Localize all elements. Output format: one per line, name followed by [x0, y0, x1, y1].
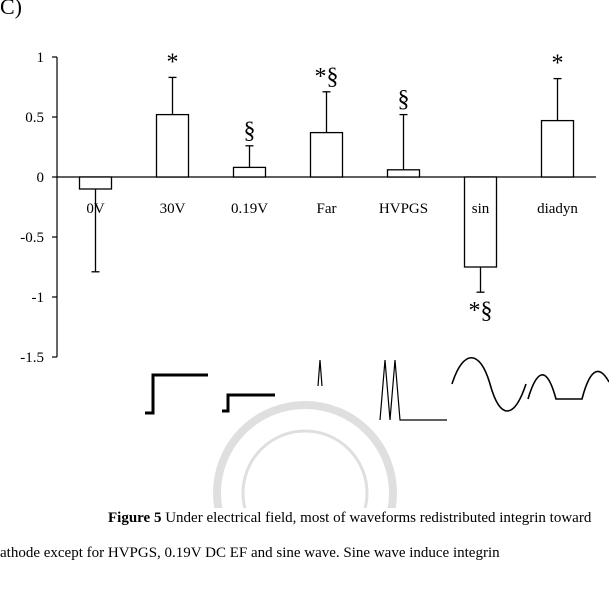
x-tick-label: HVPGS: [379, 201, 428, 217]
significance-marker: *: [552, 51, 564, 77]
bar-30V: [155, 113, 190, 178]
bar-diadyn: [540, 119, 575, 178]
bar-0.19V: [232, 166, 267, 178]
step-dc-30v-icon: [145, 373, 208, 415]
panel-label: C): [0, 0, 22, 19]
x-tick-label: diadyn: [537, 201, 578, 217]
step-dc-0.19v-icon: [222, 393, 275, 413]
twin-spike-hvpgs-icon: [379, 359, 447, 421]
university-seal-watermark: [213, 401, 397, 508]
y-tick-label: -1: [32, 290, 45, 306]
y-tick-label: 1: [37, 50, 45, 66]
y-tick-label: 0.5: [25, 110, 44, 126]
x-tick-label: 30V: [160, 201, 186, 217]
caption-text-1: Under electrical field, most of waveform…: [161, 510, 592, 526]
y-axis: 1 0.5 0 -0.5 -1 -1.5: [20, 50, 596, 366]
waveform-icons: [145, 356, 609, 421]
y-tick-label: -1.5: [20, 350, 44, 366]
y-tick-label: 0: [37, 170, 45, 186]
single-spike-far-icon: [317, 359, 323, 387]
bar-HVPGS: [386, 169, 421, 178]
x-tick-label: 0.19V: [231, 201, 268, 217]
bar-sin: [463, 176, 498, 268]
caption-line-2: athode except for HVPGS, 0.19V DC EF and…: [0, 545, 500, 561]
bars: 0V 30V * 0.19V § Far *§ HVPGS § sin *§ diadyn *: [78, 49, 578, 324]
significance-marker: §: [244, 118, 256, 144]
x-tick-label: Far: [317, 201, 337, 217]
significance-marker: *§: [315, 64, 339, 90]
bar-Far: [309, 131, 344, 178]
caption-line-1: Figure 5 Under electrical field, most of…: [108, 510, 591, 527]
significance-marker: *: [167, 49, 179, 75]
x-tick-label: 0V: [86, 201, 105, 217]
bar-chart: 1 0.5 0 -0.5 -1 -1.5 0V 30V * 0.19V § Far *§ HVPGS § s…: [20, 49, 609, 421]
bar-0V: [78, 176, 113, 190]
significance-marker: §: [398, 87, 410, 113]
y-tick-label: -0.5: [20, 230, 44, 246]
sine-wave-icon: [451, 356, 527, 412]
diadynamic-wave-icon: [527, 370, 609, 400]
significance-marker: *§: [469, 298, 493, 324]
figure-label: Figure 5: [108, 510, 162, 526]
x-tick-label: sin: [472, 201, 490, 217]
